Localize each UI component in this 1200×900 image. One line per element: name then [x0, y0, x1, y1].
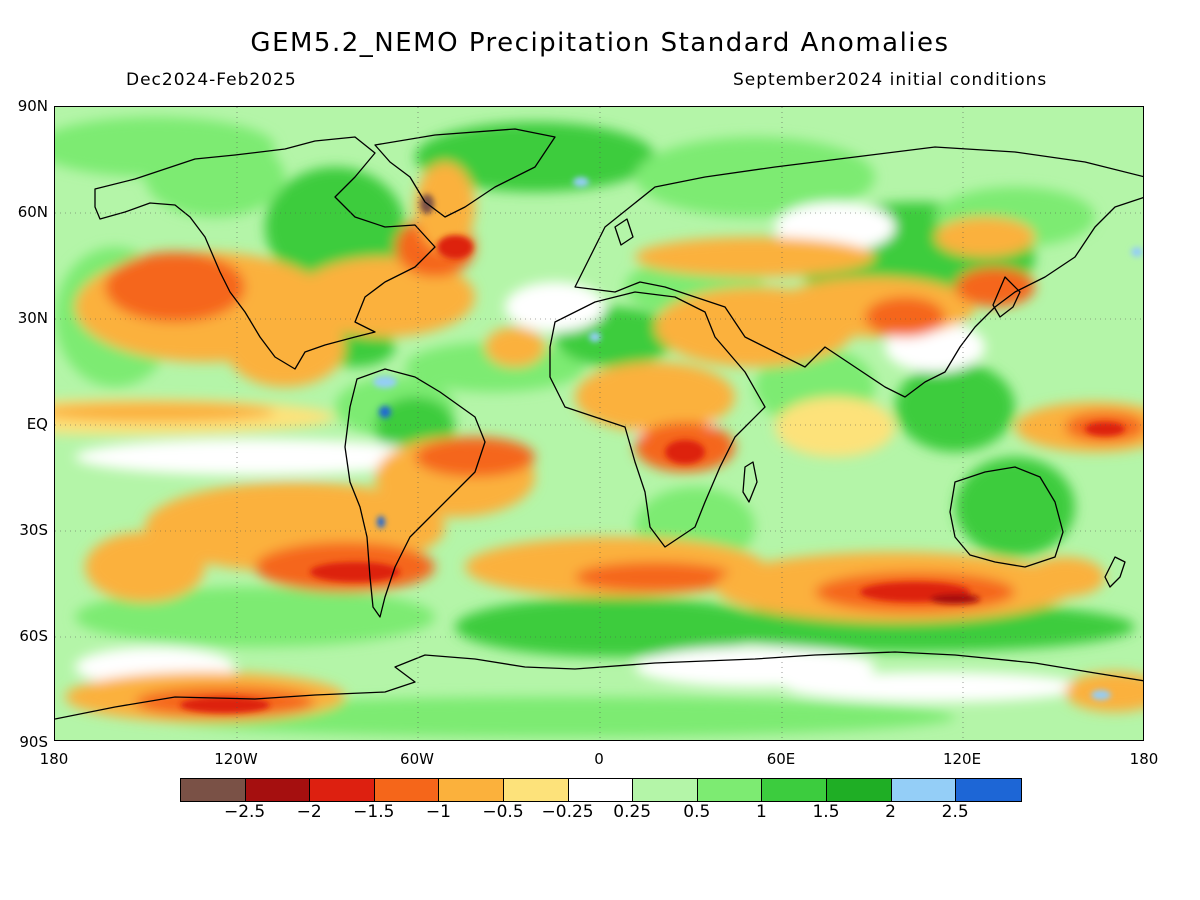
- antarctica-coast: [55, 651, 1143, 720]
- lat-label-60s: 60S: [19, 627, 48, 645]
- new-zealand-coast: [1104, 556, 1126, 588]
- color-bar-tick-label: −2.5: [223, 802, 266, 822]
- color-bar-swatch: [310, 779, 375, 801]
- madagascar-coast: [742, 461, 758, 503]
- color-bar-tick-label: 2.5: [941, 802, 969, 822]
- lon-label-0: 0: [594, 750, 604, 768]
- greenland-coast: [374, 128, 556, 218]
- color-bar-tick-label: 1.5: [812, 802, 840, 822]
- color-bar-tick-label: 0.5: [683, 802, 711, 822]
- lat-label-30n: 30N: [17, 309, 48, 327]
- color-bar-tick-label: 0.25: [613, 802, 652, 822]
- color-bar-swatch: [439, 779, 504, 801]
- eurasia-coast: [574, 146, 1143, 398]
- lat-label-90s: 90S: [19, 733, 48, 751]
- chart-title: GEM5.2_NEMO Precipitation Standard Anoma…: [250, 28, 950, 58]
- color-bar-tick-label: 2: [885, 802, 896, 822]
- lon-label-180e: 180: [1129, 750, 1159, 768]
- anomaly-map: [54, 106, 1144, 741]
- north-america-coast: [94, 136, 436, 370]
- color-bar-tick-label: −2: [296, 802, 322, 822]
- japan-coast: [992, 276, 1021, 318]
- color-bar-swatch: [826, 779, 892, 801]
- color-bar-swatch: [956, 779, 1021, 801]
- color-bar-swatch: [697, 779, 763, 801]
- color-bar-tick-label: 1: [755, 802, 767, 822]
- color-bar: [180, 778, 1022, 802]
- color-bar-swatch: [374, 779, 440, 801]
- color-bar-tick-label: −0.25: [541, 802, 594, 822]
- color-bar-tick-label: −0.5: [482, 802, 524, 822]
- australia-coast: [949, 466, 1064, 568]
- initial-conditions: September2024 initial conditions: [733, 70, 1048, 90]
- lat-label-60n: 60N: [17, 203, 48, 221]
- coastlines: [55, 128, 1143, 720]
- lat-label-30s: 30S: [19, 521, 48, 539]
- color-bar-swatch: [181, 779, 246, 801]
- africa-coast: [549, 291, 766, 548]
- south-america-coast: [344, 368, 486, 618]
- color-bar-swatch: [633, 779, 698, 801]
- lat-label-eq: EQ: [26, 415, 48, 433]
- forecast-period: Dec2024-Feb2025: [126, 70, 297, 90]
- anomaly-extremes: [180, 177, 1143, 713]
- lat-label-90n: 90N: [17, 97, 48, 115]
- uk-coast: [614, 218, 634, 246]
- lon-label-120e: 120E: [942, 750, 982, 768]
- color-bar-swatch: [245, 779, 311, 801]
- color-bar-swatch: [762, 779, 827, 801]
- graticule: [55, 107, 1143, 740]
- color-bar-swatch: [503, 779, 569, 801]
- lon-label-120w: 120W: [214, 750, 258, 768]
- color-bar-tick-label: −1: [425, 802, 451, 822]
- lon-label-180w: 180: [39, 750, 69, 768]
- lon-label-60w: 60W: [400, 750, 434, 768]
- lon-label-60e: 60E: [766, 750, 796, 768]
- color-bar-swatch: [891, 779, 957, 801]
- color-bar-tick-label: −1.5: [353, 802, 395, 822]
- color-bar-swatch: [568, 779, 634, 801]
